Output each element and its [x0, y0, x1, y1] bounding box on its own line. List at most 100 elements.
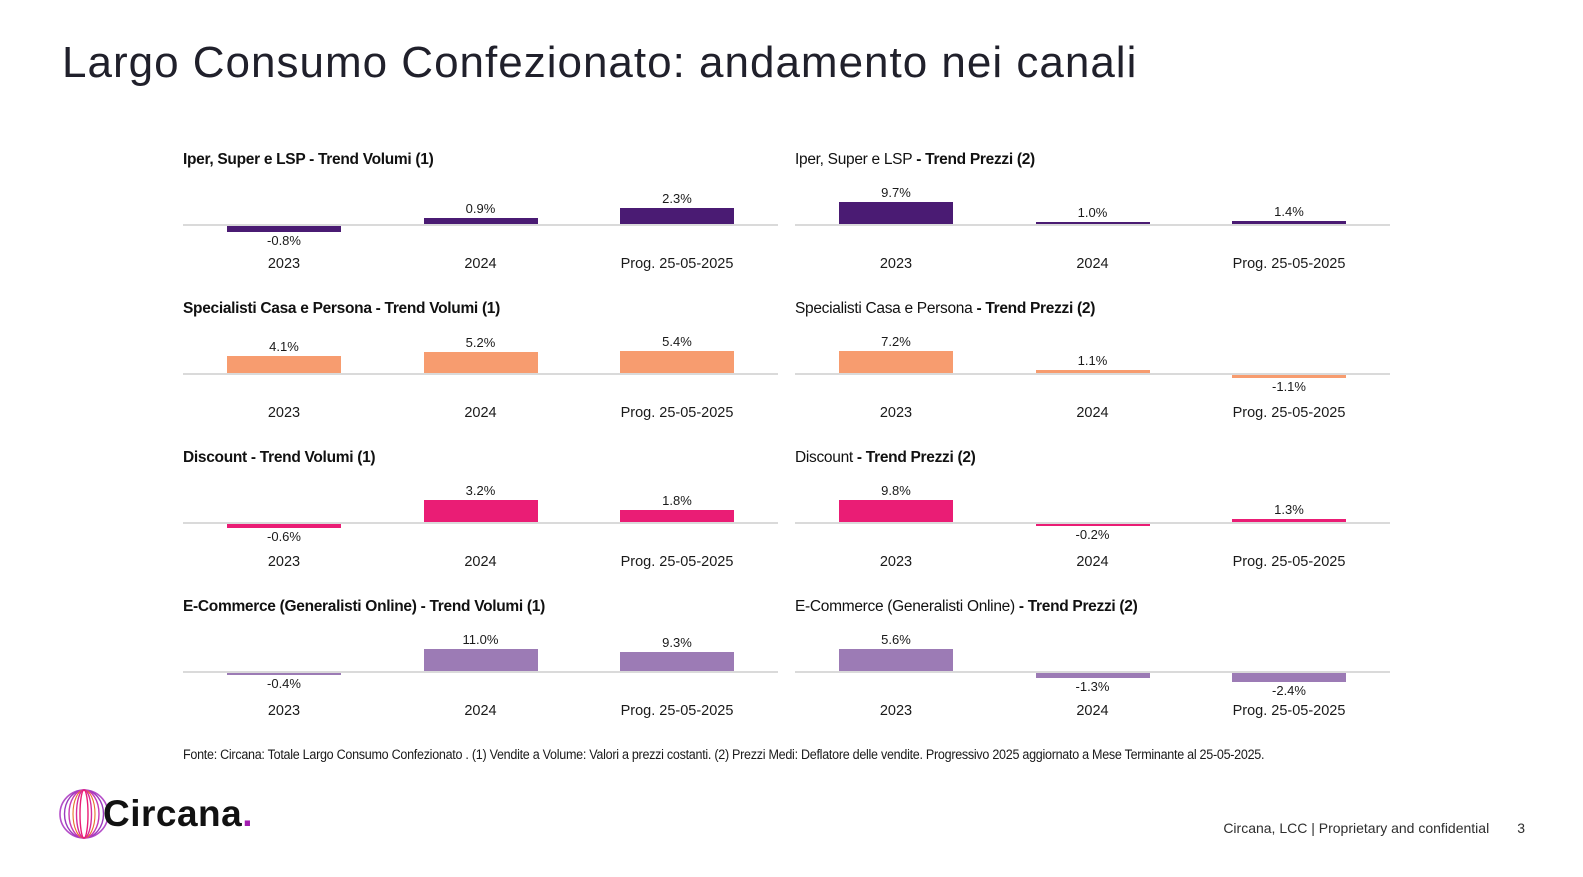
bar-value-label: -1.3% — [1075, 679, 1110, 695]
bar — [1035, 221, 1150, 224]
bar — [1035, 369, 1150, 373]
category-label: Prog. 25-05-2025 — [1232, 256, 1346, 272]
logo-dot: . — [242, 793, 254, 834]
chart-7: E-Commerce (Generalisti Online) - Trend … — [183, 597, 778, 725]
x-axis-line — [795, 373, 1390, 375]
chart-title-separator: - — [852, 449, 866, 466]
chart-title-metric: Trend Prezzi (2) — [865, 449, 976, 466]
bar — [423, 500, 538, 522]
bar-value-label: 9.3% — [662, 635, 692, 651]
chart-title-channel: Iper, Super e LSP — [795, 151, 913, 168]
chart-title-separator: - — [371, 300, 385, 317]
chart-title: E-Commerce (Generalisti Online) - Trend … — [183, 597, 778, 617]
chart-plot: -0.4% 2023 11.0% 2024 9.3% Prog. 25-05-2025 — [183, 627, 778, 725]
page-title: Largo Consumo Confezionato: andamento ne… — [62, 38, 1138, 87]
bar — [839, 351, 953, 373]
bar — [1035, 673, 1150, 679]
chart-title: Iper, Super e LSP - Trend Volumi (1) — [183, 150, 778, 170]
bar-value-label: -0.8% — [267, 232, 301, 248]
chart-title-separator: - — [416, 598, 430, 615]
bar-value-label: 4.1% — [269, 339, 299, 355]
chart-5: Discount - Trend Volumi (1) -0.6% 2023 3.2%… — [183, 448, 778, 576]
category-label: 2023 — [267, 405, 301, 421]
chart-title-channel: E-Commerce (Generalisti Online) — [183, 598, 417, 615]
bar-value-label: -0.4% — [267, 675, 301, 691]
footnote: Fonte: Circana: Totale Largo Consumo Con… — [183, 747, 1265, 762]
confidential-note: Circana, LCC | Proprietary and confident… — [1223, 820, 1490, 836]
bar — [227, 673, 341, 675]
chart-title-channel: Discount — [183, 449, 247, 466]
category-label: 2024 — [464, 703, 497, 719]
bar-value-label: 5.4% — [662, 334, 692, 349]
page-number: 3 — [1517, 820, 1525, 836]
x-axis-line — [183, 671, 778, 673]
bar-value-label: 1.1% — [1077, 352, 1108, 368]
category-label: Prog. 25-05-2025 — [1232, 405, 1346, 421]
bar-value-label: 11.0% — [462, 632, 499, 647]
category-label: 2024 — [464, 554, 497, 570]
bar-value-label: 9.8% — [881, 483, 911, 498]
bar — [227, 356, 341, 373]
chart-plot: 9.7% 2023 1.0% 2024 1.4% Prog. 25-05-2025 — [795, 180, 1390, 278]
bar-value-label: -1.1% — [1272, 379, 1306, 395]
bar-value-label: -2.4% — [1272, 683, 1306, 699]
bar — [620, 509, 734, 522]
bar-value-label: 5.6% — [881, 632, 911, 647]
chart-4: Specialisti Casa e Persona - Trend Prezz… — [795, 299, 1390, 427]
bar — [620, 207, 734, 224]
bar-value-label: 9.7% — [881, 185, 911, 200]
category-label: Prog. 25-05-2025 — [620, 554, 734, 570]
charts-grid: Iper, Super e LSP - Trend Volumi (1) -0.8… — [183, 150, 1390, 725]
bar — [1232, 375, 1346, 379]
category-label: 2023 — [879, 256, 913, 272]
chart-title-metric: Trend Prezzi (2) — [1027, 598, 1138, 615]
category-label: 2023 — [267, 554, 301, 570]
category-label: 2023 — [879, 554, 913, 570]
category-label: 2023 — [879, 703, 913, 719]
category-label: 2024 — [1076, 405, 1109, 421]
bar — [1232, 519, 1346, 522]
x-axis-line — [795, 224, 1390, 226]
bar — [227, 226, 341, 232]
bar — [1232, 220, 1346, 224]
chart-title-channel: Specialisti Casa e Persona — [795, 300, 973, 317]
chart-2: Iper, Super e LSP - Trend Prezzi (2) 9.7%… — [795, 150, 1390, 278]
bar-value-label: -0.2% — [1075, 526, 1110, 542]
category-label: Prog. 25-05-2025 — [1232, 554, 1346, 570]
chart-6: Discount - Trend Prezzi (2) 9.8% 2023 -0.2%… — [795, 448, 1390, 576]
chart-title-metric: Trend Prezzi (2) — [985, 300, 1096, 317]
category-label: 2024 — [464, 405, 497, 421]
chart-title-channel: Specialisti Casa e Persona — [183, 300, 372, 317]
chart-title: E-Commerce (Generalisti Online) - Trend … — [795, 597, 1390, 617]
bar-value-label: 1.0% — [1077, 204, 1108, 220]
category-label: Prog. 25-05-2025 — [1232, 703, 1346, 719]
x-axis-line — [795, 671, 1390, 673]
bar-value-label: 1.8% — [662, 492, 692, 508]
circana-logo: Circana. — [57, 786, 253, 842]
chart-3: Specialisti Casa e Persona - Trend Volum… — [183, 299, 778, 427]
chart-title: Discount - Trend Prezzi (2) — [795, 448, 1390, 468]
chart-title: Discount - Trend Volumi (1) — [183, 448, 778, 468]
chart-title-channel: E-Commerce (Generalisti Online) — [795, 598, 1015, 615]
chart-plot: 4.1% 2023 5.2% 2024 5.4% Prog. 25-05-2025 — [183, 329, 778, 427]
bar — [620, 351, 734, 373]
bar-value-label: 3.2% — [465, 483, 496, 498]
category-label: Prog. 25-05-2025 — [620, 703, 734, 719]
category-label: 2023 — [267, 703, 301, 719]
category-label: 2023 — [879, 405, 913, 421]
x-axis-line — [183, 373, 778, 375]
bar-value-label: 0.9% — [465, 200, 496, 216]
bar — [227, 524, 341, 529]
x-axis-line — [183, 522, 778, 524]
bar-value-label: 1.3% — [1274, 502, 1304, 518]
bar — [423, 217, 538, 224]
bar — [620, 652, 734, 671]
circana-globe-icon — [57, 786, 113, 842]
category-label: 2024 — [1076, 554, 1109, 570]
chart-title-channel: Iper, Super e LSP — [183, 151, 306, 168]
bar — [839, 202, 953, 224]
bar — [839, 649, 953, 671]
x-axis-line — [183, 224, 778, 226]
category-label: 2024 — [464, 256, 497, 272]
